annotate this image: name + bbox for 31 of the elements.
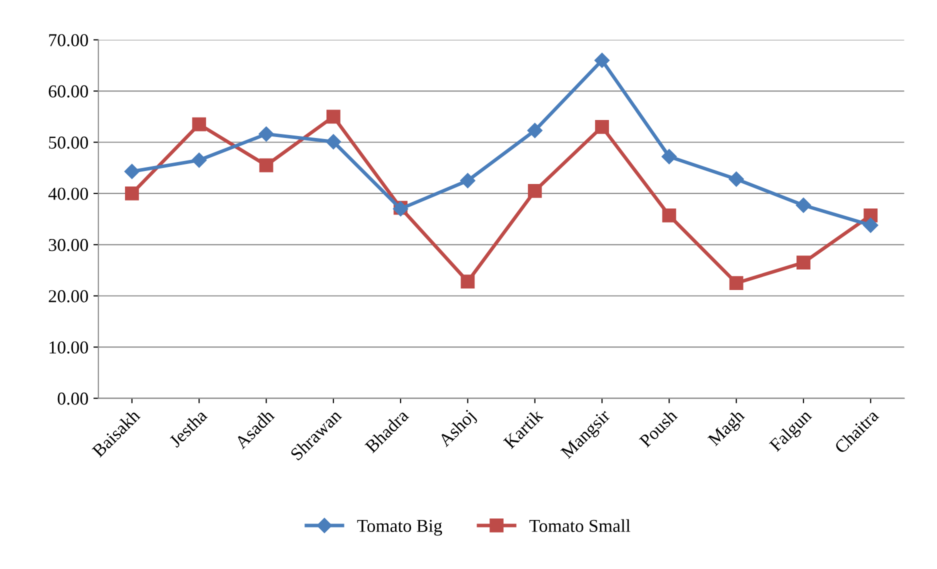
point <box>326 110 340 124</box>
point <box>192 117 206 132</box>
legend-label: Tomato Small <box>529 519 630 532</box>
y-tick-label: 50.00 <box>49 136 88 149</box>
y-tick-label: 60.00 <box>48 85 88 98</box>
point <box>595 120 609 134</box>
point <box>662 149 677 164</box>
y-tick-label: 70.00 <box>49 34 88 46</box>
y-tick-label: 0.00 <box>58 392 88 405</box>
point <box>192 152 207 168</box>
point <box>796 198 812 213</box>
y-tick-label: 10.00 <box>50 341 88 354</box>
point <box>728 172 744 187</box>
y-tick-label: 30.00 <box>48 238 88 252</box>
point <box>863 218 878 233</box>
point <box>594 52 610 68</box>
point <box>527 122 542 138</box>
y-tick-label: 40.00 <box>48 188 88 200</box>
point <box>796 256 810 270</box>
point <box>528 184 542 198</box>
point <box>460 173 476 188</box>
legend-label: Tomato Big <box>357 520 442 536</box>
point <box>125 186 139 200</box>
point <box>258 126 274 142</box>
point <box>124 164 140 180</box>
point <box>729 276 744 290</box>
y-tick-label: 20.00 <box>48 290 88 302</box>
point <box>259 158 274 172</box>
point <box>326 134 341 150</box>
point <box>460 274 475 288</box>
point <box>662 208 676 222</box>
